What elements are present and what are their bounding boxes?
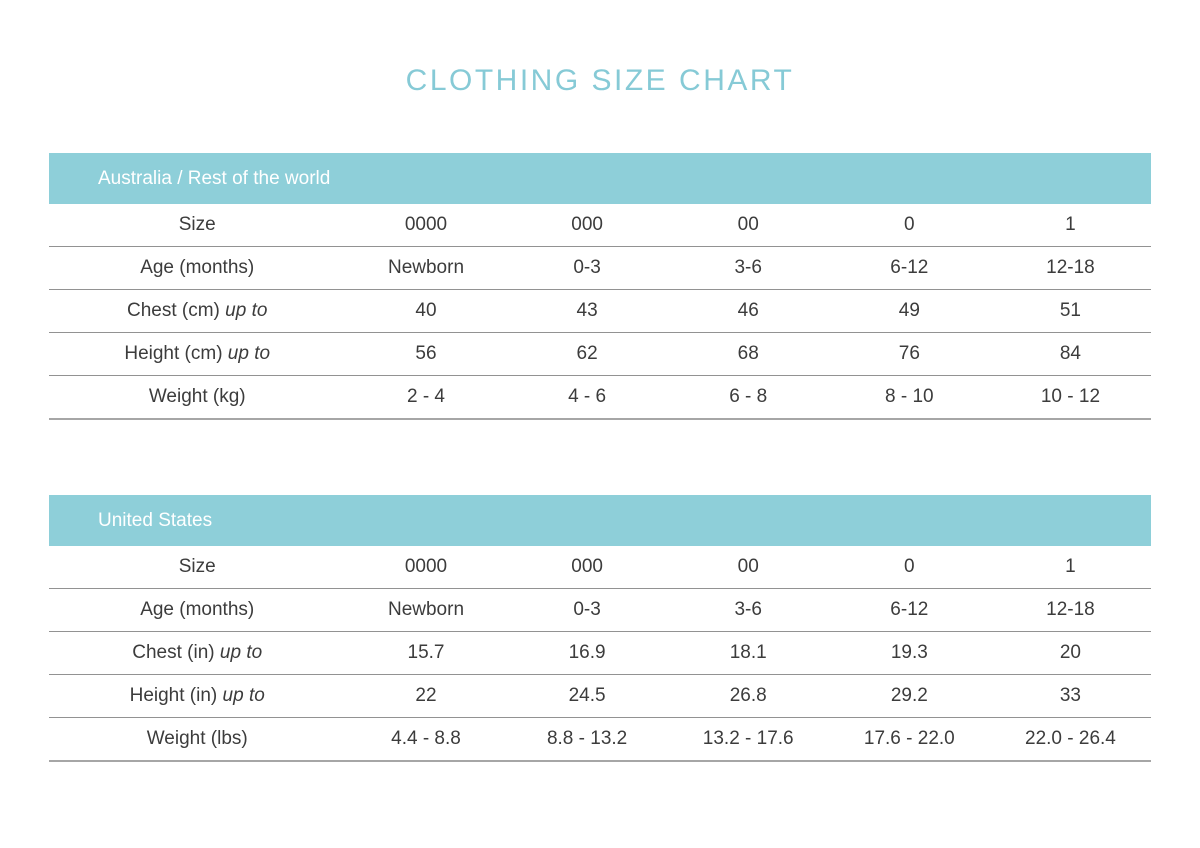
- table-row: Age (months) Newborn 0-3 3-6 6-12 12-18: [49, 588, 1151, 632]
- value-cell: 6 - 8: [667, 375, 829, 420]
- value-cell: 1: [989, 204, 1151, 247]
- row-label: Age (months): [49, 246, 346, 290]
- row-label: Height (cm) up to: [49, 332, 346, 376]
- value-cell: 13.2 - 17.6: [667, 717, 829, 762]
- value-cell: 00: [667, 546, 829, 589]
- size-table-section-united-states: United States Size 0000 000 00 0 1 Age (months…: [49, 495, 1151, 762]
- value-cell: 51: [989, 289, 1151, 333]
- value-cell: 00: [667, 204, 829, 247]
- table-row: Height (cm) up to 56 62 68 76 84: [49, 332, 1151, 376]
- value-cell: 0000: [345, 546, 507, 589]
- table-row: Chest (cm) up to 40 43 46 49 51: [49, 289, 1151, 333]
- value-cell: 18.1: [667, 631, 829, 675]
- table-row: Weight (lbs) 4.4 - 8.8 8.8 - 13.2 13.2 - 17…: [49, 717, 1151, 762]
- row-label: Weight (lbs): [49, 717, 346, 762]
- value-cell: 62: [506, 332, 668, 376]
- value-cell: 8 - 10: [828, 375, 990, 420]
- value-cell: 2 - 4: [345, 375, 507, 420]
- row-label: Size: [49, 204, 346, 247]
- value-cell: 0: [828, 204, 990, 247]
- tables-container: Australia / Rest of the world Size 0000 00…: [49, 153, 1151, 762]
- row-label-suffix: up to: [222, 343, 271, 364]
- value-cell: 49: [828, 289, 990, 333]
- table-header-band-australia: Australia / Rest of the world: [49, 153, 1151, 204]
- value-cell: 16.9: [506, 631, 668, 675]
- value-cell: 000: [506, 546, 668, 589]
- value-cell: 3-6: [667, 246, 829, 290]
- value-cell: 4 - 6: [506, 375, 668, 420]
- value-cell: 22.0 - 26.4: [989, 717, 1151, 762]
- table-row: Chest (in) up to 15.7 16.9 18.1 19.3 20: [49, 631, 1151, 675]
- value-cell: 84: [989, 332, 1151, 376]
- value-cell: 76: [828, 332, 990, 376]
- value-cell: 17.6 - 22.0: [828, 717, 990, 762]
- size-table-section-australia: Australia / Rest of the world Size 0000 00…: [49, 153, 1151, 420]
- value-cell: 26.8: [667, 674, 829, 718]
- table-row: Height (in) up to 22 24.5 26.8 29.2 33: [49, 674, 1151, 718]
- value-cell: 000: [506, 204, 668, 247]
- value-cell: 40: [345, 289, 507, 333]
- value-cell: 43: [506, 289, 668, 333]
- value-cell: 22: [345, 674, 507, 718]
- table-row: Size 0000 000 00 0 1: [49, 204, 1151, 247]
- value-cell: 19.3: [828, 631, 990, 675]
- value-cell: 12-18: [989, 588, 1151, 632]
- value-cell: Newborn: [345, 588, 507, 632]
- row-label: Age (months): [49, 588, 346, 632]
- row-label-suffix: up to: [214, 642, 263, 663]
- row-label: Weight (kg): [49, 375, 346, 420]
- value-cell: 20: [989, 631, 1151, 675]
- page-title: CLOTHING SIZE CHART: [405, 64, 795, 97]
- value-cell: 1: [989, 546, 1151, 589]
- table-header-band-united-states: United States: [49, 495, 1151, 546]
- value-cell: 8.8 - 13.2: [506, 717, 668, 762]
- value-cell: Newborn: [345, 246, 507, 290]
- table-row: Size 0000 000 00 0 1: [49, 546, 1151, 589]
- value-cell: 10 - 12: [989, 375, 1151, 420]
- value-cell: 0-3: [506, 246, 668, 290]
- size-table-australia: Size 0000 000 00 0 1 Age (months) Newborn 0-3 3-6…: [49, 204, 1151, 420]
- row-label-suffix: up to: [219, 300, 268, 321]
- row-label: Height (in) up to: [49, 674, 346, 718]
- row-label: Chest (in) up to: [49, 631, 346, 675]
- value-cell: 46: [667, 289, 829, 333]
- row-label: Size: [49, 546, 346, 589]
- value-cell: 15.7: [345, 631, 507, 675]
- value-cell: 4.4 - 8.8: [345, 717, 507, 762]
- value-cell: 0-3: [506, 588, 668, 632]
- row-label: Chest (cm) up to: [49, 289, 346, 333]
- value-cell: 33: [989, 674, 1151, 718]
- value-cell: 68: [667, 332, 829, 376]
- value-cell: 29.2: [828, 674, 990, 718]
- row-label-suffix: up to: [217, 685, 265, 706]
- value-cell: 6-12: [828, 588, 990, 632]
- value-cell: 24.5: [506, 674, 668, 718]
- size-table-united-states: Size 0000 000 00 0 1 Age (months) Newborn 0-3 3-6…: [49, 546, 1151, 762]
- value-cell: 56: [345, 332, 507, 376]
- value-cell: 3-6: [667, 588, 829, 632]
- value-cell: 12-18: [989, 246, 1151, 290]
- value-cell: 0: [828, 546, 990, 589]
- table-row: Age (months) Newborn 0-3 3-6 6-12 12-18: [49, 246, 1151, 290]
- value-cell: 6-12: [828, 246, 990, 290]
- value-cell: 0000: [345, 204, 507, 247]
